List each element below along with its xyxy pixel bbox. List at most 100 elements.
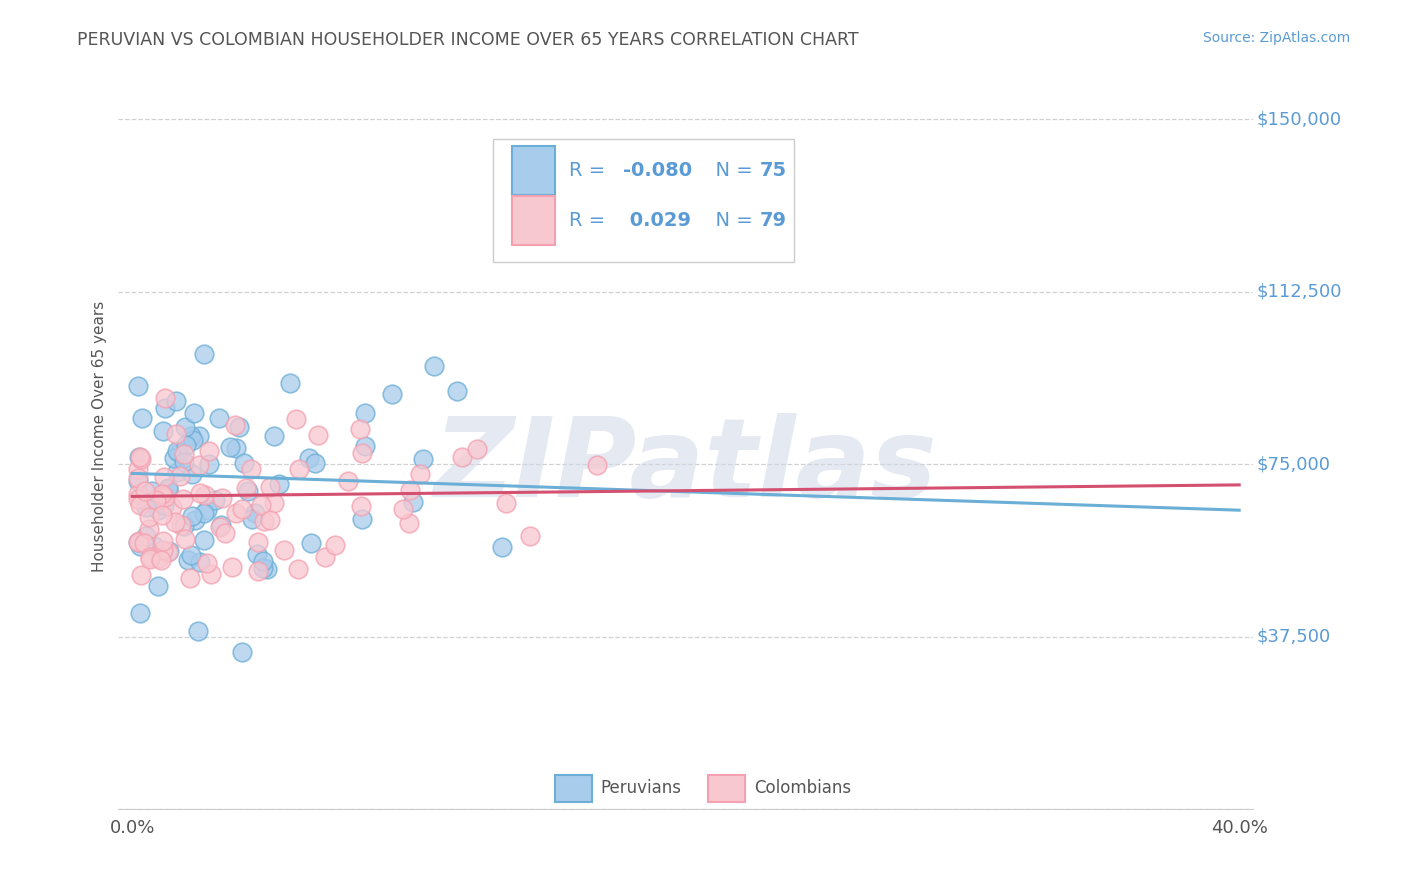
Text: -0.080: -0.080 bbox=[623, 161, 692, 180]
Point bbox=[127, 487, 149, 501]
Point bbox=[174, 438, 197, 452]
Point bbox=[165, 427, 187, 442]
Point bbox=[221, 560, 243, 574]
Point bbox=[263, 428, 285, 442]
Point bbox=[127, 461, 149, 475]
Point bbox=[181, 508, 204, 523]
Point bbox=[380, 387, 402, 401]
Point bbox=[153, 392, 176, 406]
Text: 75: 75 bbox=[759, 161, 786, 180]
Point bbox=[129, 567, 152, 582]
Point bbox=[197, 444, 219, 458]
Point bbox=[143, 539, 166, 553]
Point bbox=[495, 496, 517, 510]
Point bbox=[179, 571, 201, 585]
Point bbox=[211, 491, 233, 506]
Point bbox=[152, 543, 174, 558]
Point bbox=[252, 561, 274, 575]
Point bbox=[193, 346, 215, 360]
Point bbox=[183, 406, 205, 420]
Point bbox=[402, 495, 425, 509]
Point bbox=[412, 451, 434, 466]
Point bbox=[465, 442, 488, 456]
Bar bbox=[709, 775, 745, 802]
Text: $112,500: $112,500 bbox=[1257, 283, 1341, 301]
Point bbox=[451, 450, 474, 464]
Point bbox=[135, 500, 157, 514]
Point bbox=[150, 508, 173, 522]
Point bbox=[157, 544, 180, 558]
Point bbox=[128, 607, 150, 621]
Point bbox=[127, 474, 149, 488]
Point bbox=[231, 502, 253, 516]
Point bbox=[446, 384, 468, 398]
Point bbox=[166, 465, 188, 479]
Point bbox=[232, 457, 254, 471]
Point bbox=[422, 359, 444, 373]
Point bbox=[127, 491, 149, 506]
Point bbox=[165, 394, 187, 409]
Text: N =: N = bbox=[703, 211, 759, 230]
Point bbox=[491, 540, 513, 554]
Point bbox=[160, 500, 183, 515]
Point bbox=[132, 536, 155, 550]
Point bbox=[247, 535, 270, 549]
Point bbox=[287, 561, 309, 575]
Point bbox=[157, 481, 180, 495]
Point bbox=[259, 513, 281, 527]
Point bbox=[354, 439, 377, 453]
Point bbox=[173, 455, 195, 469]
Text: R =: R = bbox=[569, 161, 612, 180]
Point bbox=[131, 411, 153, 425]
Point bbox=[259, 479, 281, 493]
Point bbox=[157, 545, 180, 559]
Point bbox=[267, 476, 290, 491]
Point bbox=[323, 538, 346, 552]
Point bbox=[239, 462, 262, 476]
Bar bbox=[512, 196, 555, 244]
Point bbox=[193, 533, 215, 547]
Point bbox=[225, 441, 247, 455]
Point bbox=[350, 512, 373, 526]
Point bbox=[353, 406, 375, 420]
Point bbox=[252, 554, 274, 568]
Point bbox=[188, 458, 211, 472]
Point bbox=[163, 450, 186, 465]
Point bbox=[245, 506, 267, 520]
Point bbox=[198, 457, 221, 471]
Text: N =: N = bbox=[703, 161, 759, 180]
Point bbox=[146, 503, 169, 517]
Point bbox=[127, 534, 149, 549]
Point bbox=[188, 486, 211, 500]
Point bbox=[224, 417, 246, 432]
Point bbox=[247, 564, 270, 578]
Point bbox=[285, 412, 308, 426]
Text: 0.029: 0.029 bbox=[623, 211, 692, 230]
Point bbox=[167, 446, 190, 460]
Point bbox=[231, 645, 253, 659]
Point bbox=[152, 425, 174, 439]
Point bbox=[148, 551, 170, 566]
Point bbox=[128, 498, 150, 512]
Point bbox=[278, 376, 301, 390]
Point bbox=[249, 499, 271, 513]
Point bbox=[350, 499, 373, 513]
Point bbox=[173, 519, 195, 533]
Point bbox=[152, 534, 174, 549]
Point bbox=[149, 553, 172, 567]
Point bbox=[256, 562, 278, 576]
Bar bbox=[512, 146, 555, 194]
Point bbox=[180, 548, 202, 562]
Point bbox=[187, 624, 209, 638]
Point bbox=[127, 379, 149, 393]
Point bbox=[188, 555, 211, 569]
Point bbox=[184, 513, 207, 527]
Point bbox=[145, 493, 167, 508]
Point bbox=[208, 411, 231, 425]
Point bbox=[174, 420, 197, 434]
Point bbox=[204, 492, 226, 507]
Point bbox=[138, 552, 160, 566]
Point bbox=[157, 482, 180, 496]
Point bbox=[236, 483, 259, 498]
Text: $75,000: $75,000 bbox=[1257, 455, 1330, 473]
